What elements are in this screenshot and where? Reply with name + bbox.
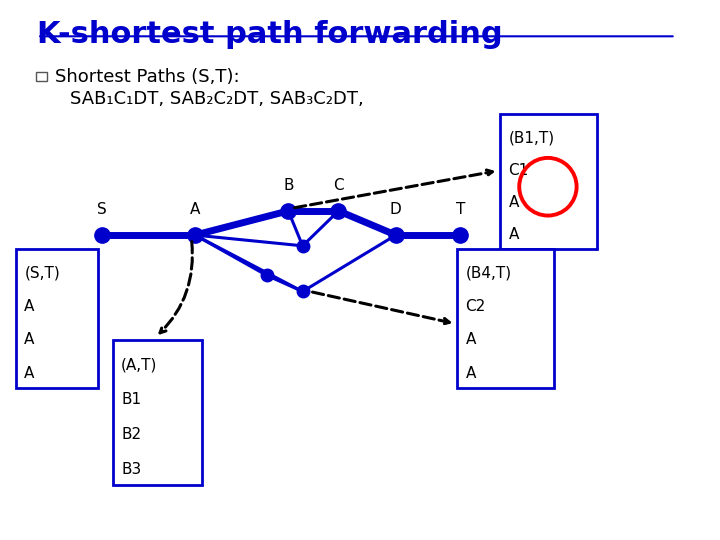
Text: B2: B2 xyxy=(121,427,141,442)
Text: B1: B1 xyxy=(121,393,141,408)
Text: C1: C1 xyxy=(508,163,528,178)
Text: A: A xyxy=(24,333,35,347)
Text: A: A xyxy=(24,299,35,314)
Text: (A,T): (A,T) xyxy=(121,358,158,373)
FancyBboxPatch shape xyxy=(112,340,202,485)
Text: A: A xyxy=(465,333,476,347)
FancyBboxPatch shape xyxy=(16,248,98,388)
FancyBboxPatch shape xyxy=(456,248,554,388)
Text: A: A xyxy=(508,194,519,210)
Text: A: A xyxy=(508,227,519,241)
Text: B: B xyxy=(283,178,294,193)
Text: D: D xyxy=(390,202,402,218)
Text: K-shortest path forwarding: K-shortest path forwarding xyxy=(37,20,503,49)
FancyBboxPatch shape xyxy=(500,114,597,248)
Text: Shortest Paths (S,T):: Shortest Paths (S,T): xyxy=(55,68,240,86)
Text: C: C xyxy=(333,178,343,193)
Text: S: S xyxy=(97,202,107,218)
Text: SAB₁C₁DT, SAB₂C₂DT, SAB₃C₂DT,: SAB₁C₁DT, SAB₂C₂DT, SAB₃C₂DT, xyxy=(70,90,364,108)
Text: T: T xyxy=(456,202,465,218)
Text: (B4,T): (B4,T) xyxy=(465,266,511,281)
FancyBboxPatch shape xyxy=(36,72,48,81)
Text: C2: C2 xyxy=(465,299,486,314)
Text: B3: B3 xyxy=(121,462,141,477)
Text: A: A xyxy=(190,202,200,218)
Text: A: A xyxy=(465,366,476,381)
Text: (S,T): (S,T) xyxy=(24,266,60,281)
Text: (B1,T): (B1,T) xyxy=(508,131,554,146)
Text: A: A xyxy=(24,366,35,381)
